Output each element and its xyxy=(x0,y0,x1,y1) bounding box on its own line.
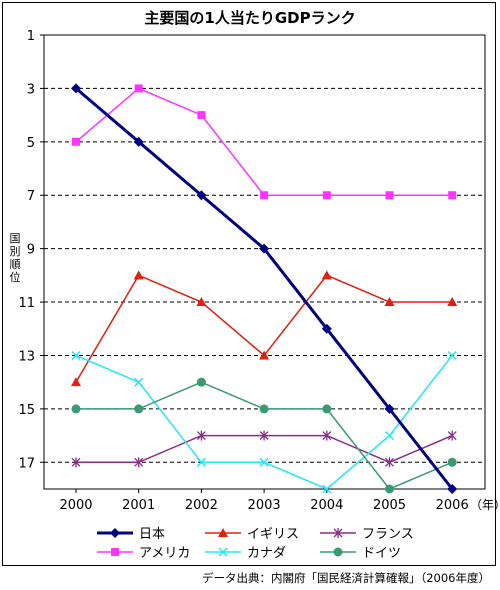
x-tick-label: 2001 xyxy=(122,498,155,513)
data-point xyxy=(134,457,144,468)
data-point xyxy=(134,404,144,414)
x-tick-label: 2002 xyxy=(185,498,218,513)
data-point xyxy=(134,377,144,387)
data-point xyxy=(259,404,269,414)
chart-title: 主要国の1人当たりGDPランク xyxy=(144,9,356,27)
data-point xyxy=(196,190,207,201)
data-point xyxy=(447,457,457,467)
y-tick-label: 3 xyxy=(27,82,35,97)
x-tick-label: 2006 xyxy=(436,498,469,513)
legend-item: フランス xyxy=(320,527,414,542)
legend-label: 日本 xyxy=(139,527,165,542)
data-point xyxy=(384,403,395,414)
y-tick-label: 9 xyxy=(27,243,35,258)
x-tick-label: 2003 xyxy=(248,498,281,513)
data-point xyxy=(259,350,270,360)
x-tick-label: 2004 xyxy=(310,498,343,513)
data-point xyxy=(321,323,332,334)
data-point xyxy=(259,243,270,254)
legend-item: カナダ xyxy=(205,546,286,561)
legend-marker xyxy=(333,547,343,557)
legend-item: 日本 xyxy=(97,527,165,542)
y-tick-label: 15 xyxy=(18,403,35,418)
data-point xyxy=(71,457,81,468)
chart-frame xyxy=(2,2,496,566)
y-tick-label: 17 xyxy=(18,456,35,471)
x-tick-label: 2000 xyxy=(59,498,92,513)
legend-label: カナダ xyxy=(247,546,286,561)
legend-label: ドイツ xyxy=(362,546,401,561)
data-point xyxy=(447,484,458,494)
plot-area xyxy=(43,34,486,490)
legend-marker xyxy=(218,528,228,537)
x-tick-label: 2005 xyxy=(373,498,406,513)
legend-marker xyxy=(333,528,343,538)
data-point xyxy=(197,111,206,120)
source-note: データ出典：内閣府「国民経済計算確報」（2006年度） xyxy=(201,571,490,585)
y-tick-label: 7 xyxy=(27,189,35,204)
data-point xyxy=(259,430,269,441)
data-point xyxy=(321,270,332,280)
legend-marker xyxy=(110,528,120,538)
data-point xyxy=(384,431,395,441)
x-axis-unit: （年） xyxy=(470,498,500,512)
legend-label: イギリス xyxy=(247,527,299,542)
data-point xyxy=(71,377,81,387)
data-point xyxy=(196,297,207,307)
y-axis-label: 国別順位 xyxy=(9,232,21,284)
data-point xyxy=(71,404,81,414)
series-line-1 xyxy=(75,274,453,383)
data-point xyxy=(322,191,331,200)
data-point xyxy=(384,297,395,307)
data-point xyxy=(322,404,332,414)
data-point xyxy=(134,84,143,93)
data-point xyxy=(447,350,457,361)
y-tick-label: 11 xyxy=(18,296,35,311)
legend-item: アメリカ xyxy=(97,546,190,561)
data-point xyxy=(72,137,80,146)
data-point xyxy=(259,457,269,467)
data-point xyxy=(385,484,394,494)
data-point xyxy=(260,191,269,200)
data-point xyxy=(133,270,144,280)
data-point xyxy=(196,430,206,441)
legend-item: イギリス xyxy=(205,527,299,542)
y-tick-label: 1 xyxy=(27,29,35,44)
data-point xyxy=(196,457,206,467)
series-line-4 xyxy=(75,354,453,490)
data-point xyxy=(196,377,206,387)
legend-marker xyxy=(218,547,228,557)
legend-item: ドイツ xyxy=(320,546,401,561)
y-tick-label: 5 xyxy=(27,136,35,151)
data-point xyxy=(447,430,457,441)
legend-label: アメリカ xyxy=(139,546,190,561)
y-tick-label: 13 xyxy=(18,349,35,364)
data-point xyxy=(385,457,394,468)
data-point xyxy=(133,136,144,147)
legend-marker xyxy=(111,548,119,556)
series-line-0 xyxy=(75,87,454,490)
data-point xyxy=(71,350,81,361)
data-point xyxy=(447,297,458,307)
data-point xyxy=(385,191,394,200)
data-point xyxy=(322,484,332,494)
data-point xyxy=(448,191,457,200)
legend-label: フランス xyxy=(362,527,414,542)
data-point xyxy=(71,83,81,94)
data-point xyxy=(322,430,332,441)
